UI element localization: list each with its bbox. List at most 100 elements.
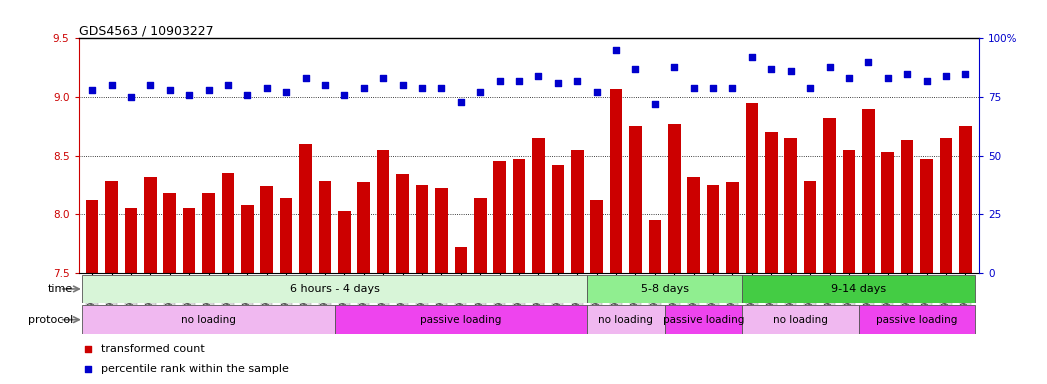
- Bar: [83, 275, 587, 303]
- Text: 5-8 days: 5-8 days: [641, 284, 689, 294]
- Point: [937, 73, 954, 79]
- Bar: [83, 305, 335, 334]
- Point: [918, 78, 935, 84]
- Bar: [474, 198, 487, 273]
- Bar: [862, 109, 874, 273]
- Bar: [882, 152, 894, 273]
- Point: [957, 70, 974, 76]
- Point: [802, 84, 819, 91]
- Point: [84, 87, 101, 93]
- Bar: [357, 182, 370, 273]
- Bar: [86, 200, 98, 273]
- Text: no loading: no loading: [181, 314, 236, 325]
- Point: [200, 87, 217, 93]
- Bar: [587, 305, 665, 334]
- Text: percentile rank within the sample: percentile rank within the sample: [101, 364, 289, 374]
- Point: [841, 75, 857, 81]
- Bar: [183, 208, 196, 273]
- Point: [104, 82, 120, 88]
- Text: GDS4563 / 10903227: GDS4563 / 10903227: [79, 24, 214, 37]
- Point: [588, 89, 605, 95]
- Point: [239, 91, 255, 98]
- Point: [277, 89, 294, 95]
- Text: time: time: [48, 284, 73, 294]
- Point: [782, 68, 799, 74]
- Bar: [335, 305, 587, 334]
- Point: [142, 82, 159, 88]
- Bar: [318, 181, 331, 273]
- Point: [220, 82, 237, 88]
- Bar: [823, 118, 836, 273]
- Text: passive loading: passive loading: [663, 314, 744, 325]
- Point: [763, 66, 780, 72]
- Bar: [571, 150, 583, 273]
- Text: protocol: protocol: [28, 314, 73, 325]
- Point: [414, 84, 430, 91]
- Point: [259, 84, 275, 91]
- Point: [181, 91, 198, 98]
- Bar: [591, 200, 603, 273]
- Text: no loading: no loading: [773, 314, 828, 325]
- Point: [316, 82, 333, 88]
- Bar: [745, 103, 758, 273]
- Bar: [280, 198, 292, 273]
- Bar: [939, 138, 953, 273]
- Bar: [436, 188, 448, 273]
- Text: no loading: no loading: [598, 314, 653, 325]
- Bar: [648, 220, 661, 273]
- Point: [898, 70, 915, 76]
- Point: [666, 63, 683, 70]
- Point: [530, 73, 547, 79]
- Point: [355, 84, 372, 91]
- Point: [821, 63, 838, 70]
- Bar: [454, 247, 467, 273]
- Bar: [125, 208, 137, 273]
- Bar: [859, 305, 975, 334]
- Bar: [241, 205, 253, 273]
- Point: [80, 366, 96, 372]
- Bar: [665, 305, 742, 334]
- Bar: [163, 193, 176, 273]
- Point: [336, 91, 353, 98]
- Bar: [202, 193, 215, 273]
- Point: [375, 75, 392, 81]
- Bar: [416, 185, 428, 273]
- Point: [491, 78, 508, 84]
- Bar: [105, 181, 118, 273]
- Bar: [959, 126, 972, 273]
- Bar: [668, 124, 681, 273]
- Point: [725, 84, 741, 91]
- Bar: [299, 144, 312, 273]
- Bar: [707, 185, 719, 273]
- Point: [646, 101, 663, 107]
- Bar: [144, 177, 157, 273]
- Text: passive loading: passive loading: [420, 314, 502, 325]
- Point: [452, 99, 469, 105]
- Point: [607, 47, 624, 53]
- Bar: [377, 150, 389, 273]
- Bar: [629, 126, 642, 273]
- Point: [686, 84, 703, 91]
- Bar: [727, 182, 739, 273]
- Bar: [804, 181, 817, 273]
- Bar: [742, 305, 859, 334]
- Point: [472, 89, 489, 95]
- Point: [743, 54, 760, 60]
- Point: [395, 82, 411, 88]
- Bar: [765, 132, 778, 273]
- Text: 9-14 days: 9-14 days: [831, 284, 886, 294]
- Point: [569, 78, 585, 84]
- Bar: [532, 138, 544, 273]
- Bar: [513, 159, 526, 273]
- Bar: [397, 174, 409, 273]
- Bar: [587, 275, 742, 303]
- Point: [122, 94, 139, 100]
- Bar: [900, 140, 913, 273]
- Bar: [552, 165, 564, 273]
- Text: passive loading: passive loading: [876, 314, 958, 325]
- Point: [297, 75, 314, 81]
- Bar: [493, 161, 506, 273]
- Point: [860, 59, 876, 65]
- Bar: [222, 173, 235, 273]
- Point: [550, 80, 566, 86]
